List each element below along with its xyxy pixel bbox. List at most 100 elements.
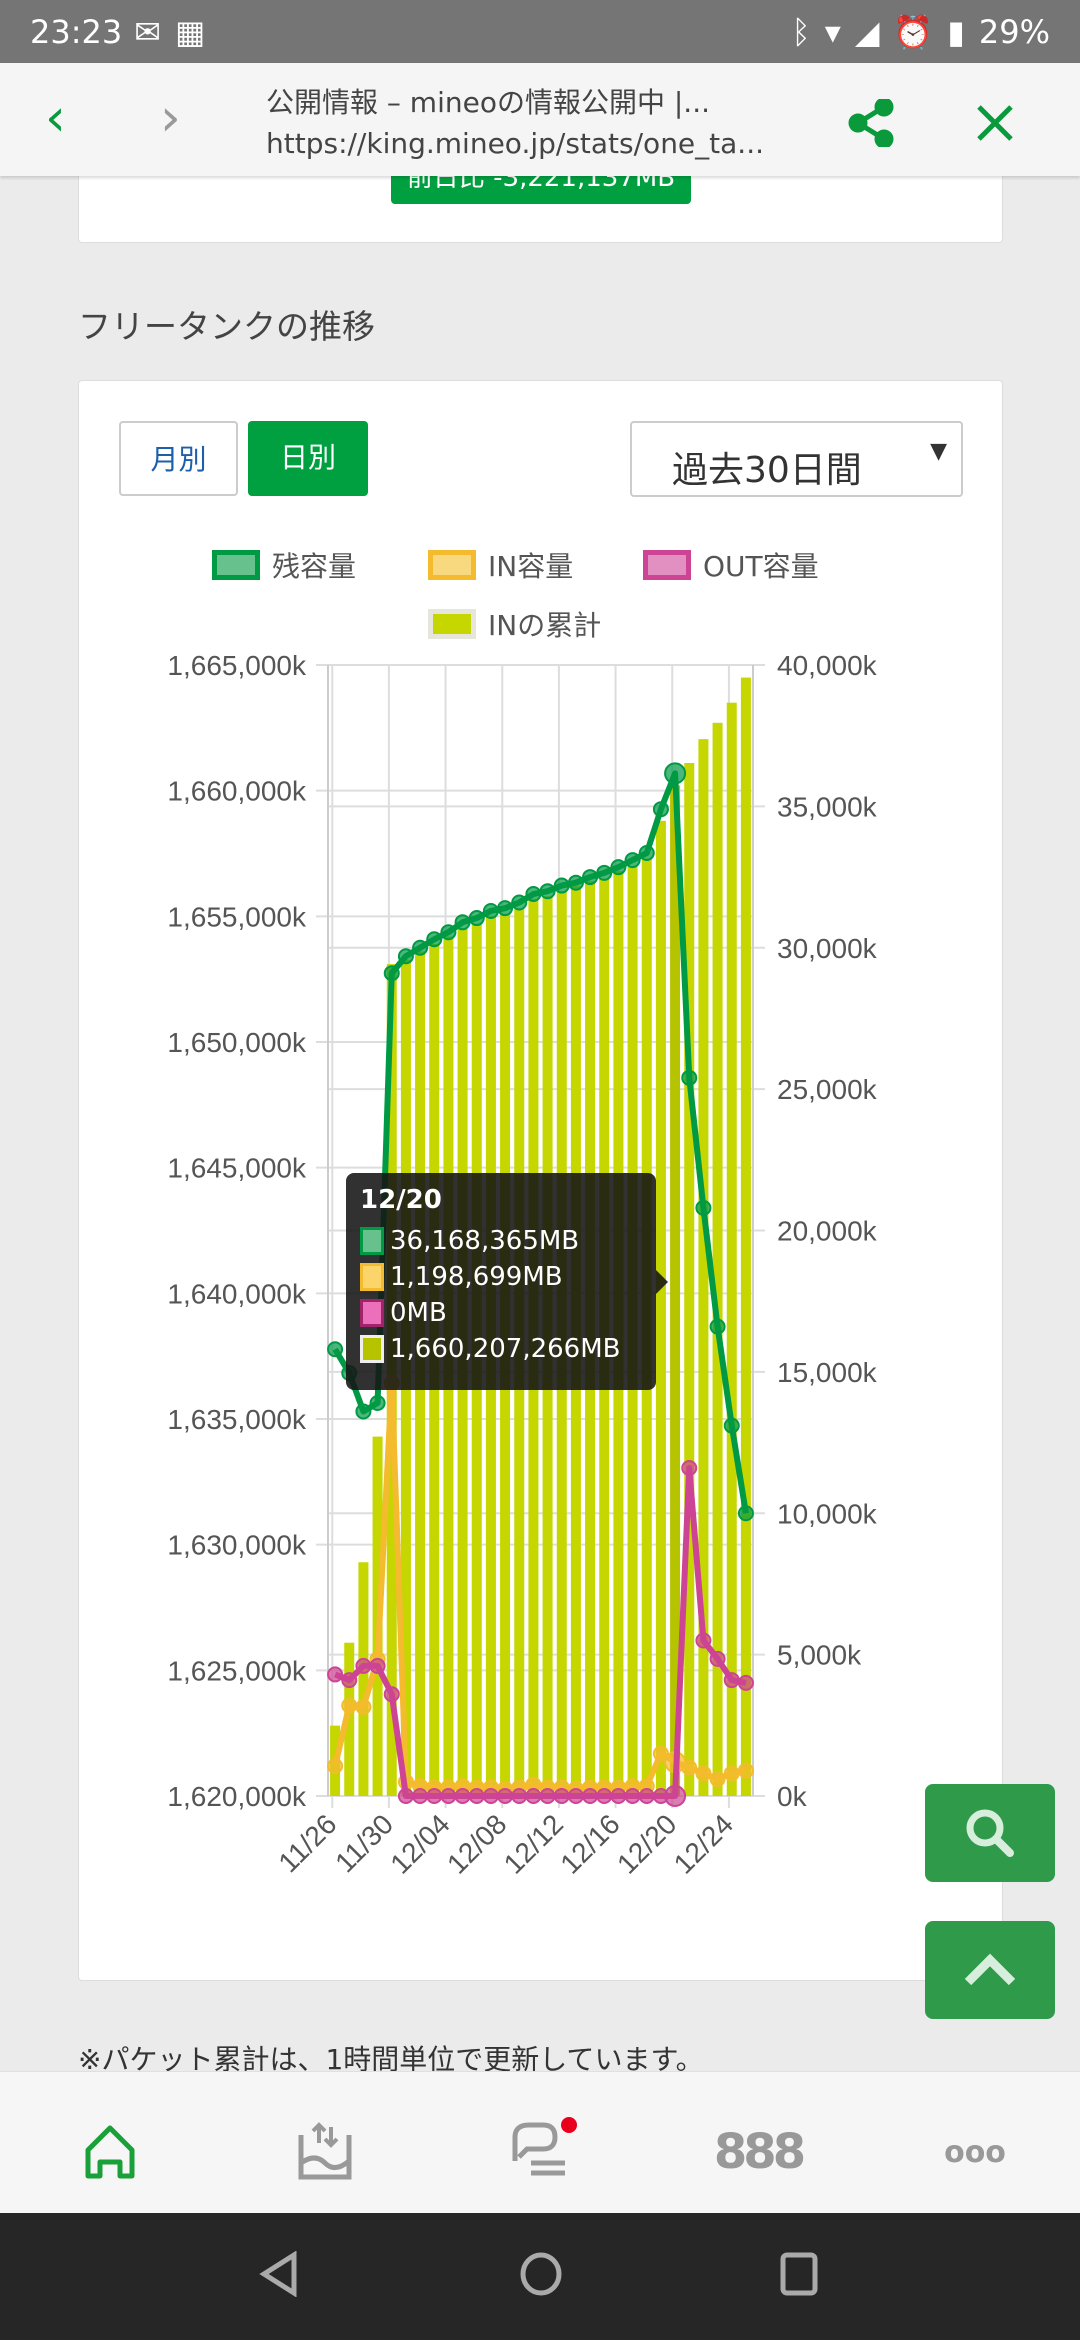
legend-swatch (643, 550, 691, 580)
legend-remain[interactable]: 残容量 (212, 545, 356, 585)
point-remain (511, 894, 528, 911)
page-url[interactable]: https://king.mineo.jp/stats/one_ta... (266, 127, 764, 160)
left-tick-label: 1,665,000k (167, 650, 307, 681)
update-note: ※パケット累計は、1時間単位で更新しています。 (78, 2043, 704, 2076)
legend-out[interactable]: OUT容量 (643, 545, 819, 585)
right-tick-label: 5,000k (777, 1640, 862, 1671)
search-button[interactable] (925, 1784, 1055, 1882)
point-remain (454, 914, 471, 931)
daily-button[interactable]: 日別 (248, 421, 368, 496)
calendar-icon: ▦ (175, 12, 206, 51)
tooltip-cumulative: 1,660,207,266MB (390, 1334, 621, 1364)
battery-level: 29% (978, 12, 1050, 51)
legend-swatch (428, 609, 476, 639)
point-out (497, 1788, 514, 1804)
point-out (567, 1788, 584, 1804)
tooltip-swatch (360, 1263, 384, 1291)
point-remain (525, 886, 542, 903)
x-tick-label: 11/30 (329, 1808, 399, 1878)
legend-swatch (428, 550, 476, 580)
x-tick-label: 12/24 (668, 1808, 739, 1879)
close-icon[interactable] (975, 103, 1015, 143)
more-icon: ooo (944, 2134, 1006, 2170)
right-tick-label: 15,000k (777, 1357, 878, 1388)
scroll-top-button[interactable] (925, 1921, 1055, 2019)
point-out (723, 1672, 740, 1689)
point-remain (638, 845, 655, 862)
point-out (426, 1788, 443, 1804)
back-icon[interactable]: ‹ (45, 88, 66, 148)
x-tick-label: 12/08 (441, 1808, 512, 1879)
bar-cumulative (670, 785, 681, 1796)
point-out (664, 1785, 687, 1807)
search-icon (966, 1809, 1014, 1857)
point-out (638, 1788, 655, 1804)
left-tick-label: 1,620,000k (167, 1781, 307, 1812)
point-in (327, 1758, 344, 1775)
point-in (723, 1765, 740, 1782)
legend-swatch (212, 550, 260, 580)
left-tick-label: 1,660,000k (167, 776, 307, 807)
x-tick-label: 12/12 (498, 1808, 569, 1879)
tooltip-remain: 36,168,365MB (390, 1226, 580, 1256)
point-out (454, 1788, 471, 1804)
point-remain (497, 900, 514, 917)
legend-in[interactable]: IN容量 (428, 545, 573, 585)
nav-apps[interactable]: 888 (714, 2122, 806, 2182)
tank-icon (298, 2122, 352, 2180)
recents-nav-icon[interactable] (778, 2250, 822, 2298)
point-out (355, 1657, 372, 1674)
point-out (511, 1788, 528, 1804)
left-tick-label: 1,630,000k (167, 1530, 307, 1561)
right-tick-label: 20,000k (777, 1216, 878, 1247)
nav-tank[interactable] (290, 2122, 360, 2182)
period-select[interactable]: 過去30日間 ▼ (630, 421, 963, 497)
bar-cumulative (740, 677, 751, 1796)
home-nav-icon[interactable] (518, 2250, 564, 2298)
browser-toolbar: ‹ › 公開情報 – mineoの情報公開中 |... https://king… (0, 63, 1080, 176)
legend-label: 残容量 (272, 550, 357, 583)
point-remain (383, 965, 400, 982)
right-tick-label: 25,000k (777, 1074, 878, 1105)
nav-community[interactable] (507, 2117, 577, 2182)
back-nav-icon[interactable] (258, 2251, 302, 2297)
left-tick-label: 1,650,000k (167, 1027, 307, 1058)
left-tick-label: 1,625,000k (167, 1655, 307, 1686)
point-out (412, 1788, 429, 1804)
legend-cumulative[interactable]: INの累計 (428, 604, 601, 644)
monthly-button[interactable]: 月別 (119, 421, 238, 496)
nav-more[interactable]: ooo (940, 2122, 1010, 2182)
mail-icon: ✉ (134, 12, 162, 51)
bar-cumulative (684, 763, 695, 1796)
point-out (596, 1788, 613, 1804)
point-in (737, 1762, 754, 1779)
chart[interactable]: 1,620,000k 1,625,000k 1,630,000k 1,635,000k… (0, 0, 1080, 2000)
forward-icon[interactable]: › (160, 88, 181, 148)
page-title: 公開情報 – mineoの情報公開中 |... (266, 86, 710, 119)
point-out (553, 1788, 570, 1804)
legend-label: OUT容量 (703, 550, 819, 583)
home-icon (85, 2125, 135, 2179)
point-remain (681, 1069, 698, 1086)
tooltip-in: 1,198,699MB (390, 1262, 563, 1292)
point-remain (567, 874, 584, 891)
x-tick-label: 12/20 (611, 1808, 682, 1879)
bottom-nav: 888 ooo (0, 2071, 1080, 2213)
point-in (355, 1698, 372, 1715)
point-remain (582, 869, 599, 886)
point-out (468, 1788, 485, 1804)
nav-home[interactable] (75, 2122, 145, 2182)
bar-cumulative (358, 1562, 369, 1796)
tooltip-swatch (360, 1335, 384, 1363)
share-icon[interactable] (848, 99, 896, 147)
clock: 23:23 (30, 12, 123, 51)
point-remain (709, 1318, 726, 1335)
point-out (624, 1788, 641, 1804)
left-tick-label: 1,645,000k (167, 1153, 307, 1184)
point-out (369, 1657, 386, 1674)
point-remain (737, 1505, 754, 1522)
point-remain (539, 883, 556, 900)
tooltip-swatch (360, 1299, 384, 1327)
bar-cumulative (726, 702, 737, 1797)
right-tick-label: 0k (777, 1781, 808, 1812)
